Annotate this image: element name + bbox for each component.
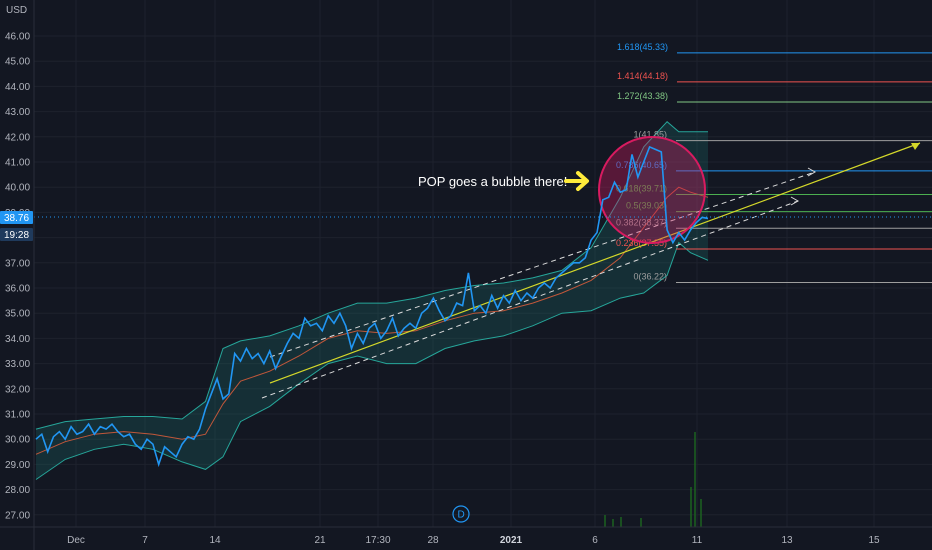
band-fill-area (36, 121, 708, 480)
y-tick-label: 32.00 (5, 384, 30, 395)
y-tick-label: 34.00 (5, 334, 30, 345)
y-tick-label: 46.00 (5, 32, 30, 43)
annotation: POP goes a bubble there! (418, 171, 589, 191)
y-tick-label: 31.00 (5, 410, 30, 421)
annotation-text: POP goes a bubble there! (418, 174, 567, 189)
bollinger-fill (36, 121, 708, 480)
x-tick-label: Dec (67, 535, 85, 546)
y-tick-label: 45.00 (5, 57, 30, 68)
y-tick-label: 29.00 (5, 460, 30, 471)
price-line (35, 145, 709, 468)
fib-level-label: 1.414(44.18) (617, 71, 668, 81)
channel-upper-arrowhead (807, 167, 817, 177)
y-tick-label: 43.00 (5, 107, 30, 118)
fib-level-label: 0.786(40.65) (616, 160, 667, 170)
grid (34, 0, 932, 527)
dividend-marker-label: D (458, 510, 465, 521)
fib-level-label: 0.382(38.37) (616, 217, 667, 227)
y-tick-label: 42.00 (5, 132, 30, 143)
bubble-circle (598, 136, 706, 244)
channel-upper-line (269, 171, 816, 358)
x-tick-label: 13 (781, 535, 793, 546)
fib-level-label: 0.5(39.03) (626, 201, 667, 211)
x-tick-label: 2021 (500, 535, 523, 546)
fib-level-label: 1.272(43.38) (617, 91, 668, 101)
dividend-marker[interactable]: D (452, 505, 470, 523)
x-tick-label: 6 (592, 535, 598, 546)
y-tick-label: 28.00 (5, 485, 30, 496)
y-tick-label: 40.00 (5, 183, 30, 194)
price-badge-value: 38.76 (4, 213, 29, 224)
currency-text: USD (6, 5, 27, 16)
y-tick-label: 37.00 (5, 258, 30, 269)
volume-bar (620, 517, 622, 527)
y-tick-label: 36.00 (5, 284, 30, 295)
y-tick-label: 44.00 (5, 82, 30, 93)
upper-band-line (35, 121, 708, 430)
fib-level-label: 1.618(45.33) (617, 42, 668, 52)
volume-bar (612, 519, 614, 527)
volume-bars (604, 432, 702, 527)
y-tick-label: 27.00 (5, 510, 30, 521)
fib-level-label: 1(41.85) (633, 130, 667, 140)
price-badge-countdown: 19:28 (4, 230, 29, 241)
fib-level-label: 0(36.22) (633, 271, 667, 281)
x-tick-label: 17:30 (365, 535, 390, 546)
x-tick-label: 15 (868, 535, 880, 546)
x-tick-label: 7 (142, 535, 148, 546)
y-tick-label: 33.00 (5, 359, 30, 370)
volume-bar (690, 487, 692, 527)
channel-lower-arrowhead (790, 196, 800, 206)
y-tick-label: 30.00 (5, 435, 30, 446)
volume-bar (640, 518, 642, 527)
fib-level-label: 0.618(39.71) (616, 184, 667, 194)
currency-label: USD (6, 5, 27, 16)
price-badge: 38.76 19:28 (0, 211, 33, 241)
basis-line (35, 186, 709, 455)
x-tick-label: 14 (209, 535, 221, 546)
volume-bar (694, 432, 696, 527)
y-tick-label: 41.00 (5, 158, 30, 169)
x-tick-label: 21 (314, 535, 326, 546)
y-tick-label: 35.00 (5, 309, 30, 320)
right-arrow-icon (564, 171, 589, 191)
x-tick-label: 11 (692, 535, 703, 546)
volume-bar (700, 499, 702, 527)
trend-line (269, 142, 921, 384)
x-tick-label: 28 (427, 535, 439, 546)
volume-bar (604, 515, 606, 527)
trend-arrowhead (911, 143, 920, 150)
drawings (34, 136, 932, 468)
